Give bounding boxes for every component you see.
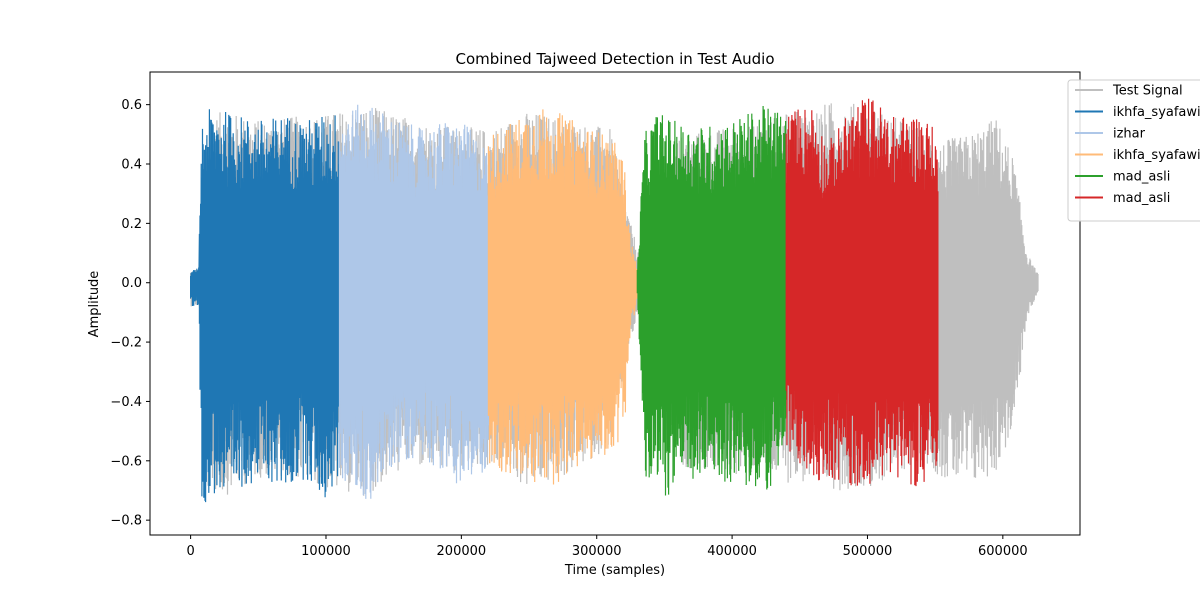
x-tick-label: 300000 — [572, 544, 622, 559]
plot-frame — [149, 71, 1081, 536]
chart-title: Combined Tajweed Detection in Test Audio — [455, 50, 774, 68]
y-axis-label: Amplitude — [87, 271, 102, 338]
y-tick-label: 0.0 — [121, 276, 142, 291]
x-tick-label: 100000 — [301, 544, 351, 559]
y-tick-label: 0.6 — [121, 98, 142, 113]
y-tick-label: 0.2 — [121, 217, 142, 232]
x-tick-label: 500000 — [843, 544, 893, 559]
legend-label: Test Signal — [1112, 84, 1183, 99]
series-5-mad-asli — [785, 98, 939, 487]
x-tick-label: 600000 — [978, 544, 1028, 559]
y-tick-label: −0.6 — [110, 454, 142, 469]
series-1-ikhfa-syafawi — [190, 109, 341, 503]
legend-label: ikhfa_syafawi — [1113, 105, 1200, 120]
series-3-ikhfa-syafawi — [487, 109, 638, 485]
legend-label: mad_asli — [1113, 170, 1170, 185]
legend-label: izhar — [1113, 127, 1146, 142]
x-axis: 0 100000 200000 300000 400000 500000 600000 — [186, 535, 1028, 559]
y-tick-label: −0.2 — [110, 336, 142, 351]
x-axis-label: Time (samples) — [564, 563, 665, 578]
legend: Test Signalikhfa_syafawiizharikhfa_syafa… — [1067, 79, 1200, 222]
plot-area — [190, 98, 1039, 503]
y-tick-label: 0.4 — [121, 158, 142, 173]
series-4-mad-asli — [636, 105, 787, 496]
x-tick-label: 400000 — [707, 544, 757, 559]
x-tick-label: 200000 — [437, 544, 487, 559]
legend-label: ikhfa_syafawi — [1113, 148, 1200, 163]
x-tick-label: 0 — [186, 544, 194, 559]
series-2-izhar — [338, 104, 489, 499]
y-tick-label: −0.8 — [110, 514, 142, 529]
y-tick-label: −0.4 — [110, 395, 142, 410]
y-axis: −0.8 −0.6 −0.4 −0.2 0.0 0.2 0.4 0.6 — [110, 98, 150, 529]
legend-label: mad_asli — [1113, 191, 1170, 206]
legend-box — [1067, 79, 1200, 222]
